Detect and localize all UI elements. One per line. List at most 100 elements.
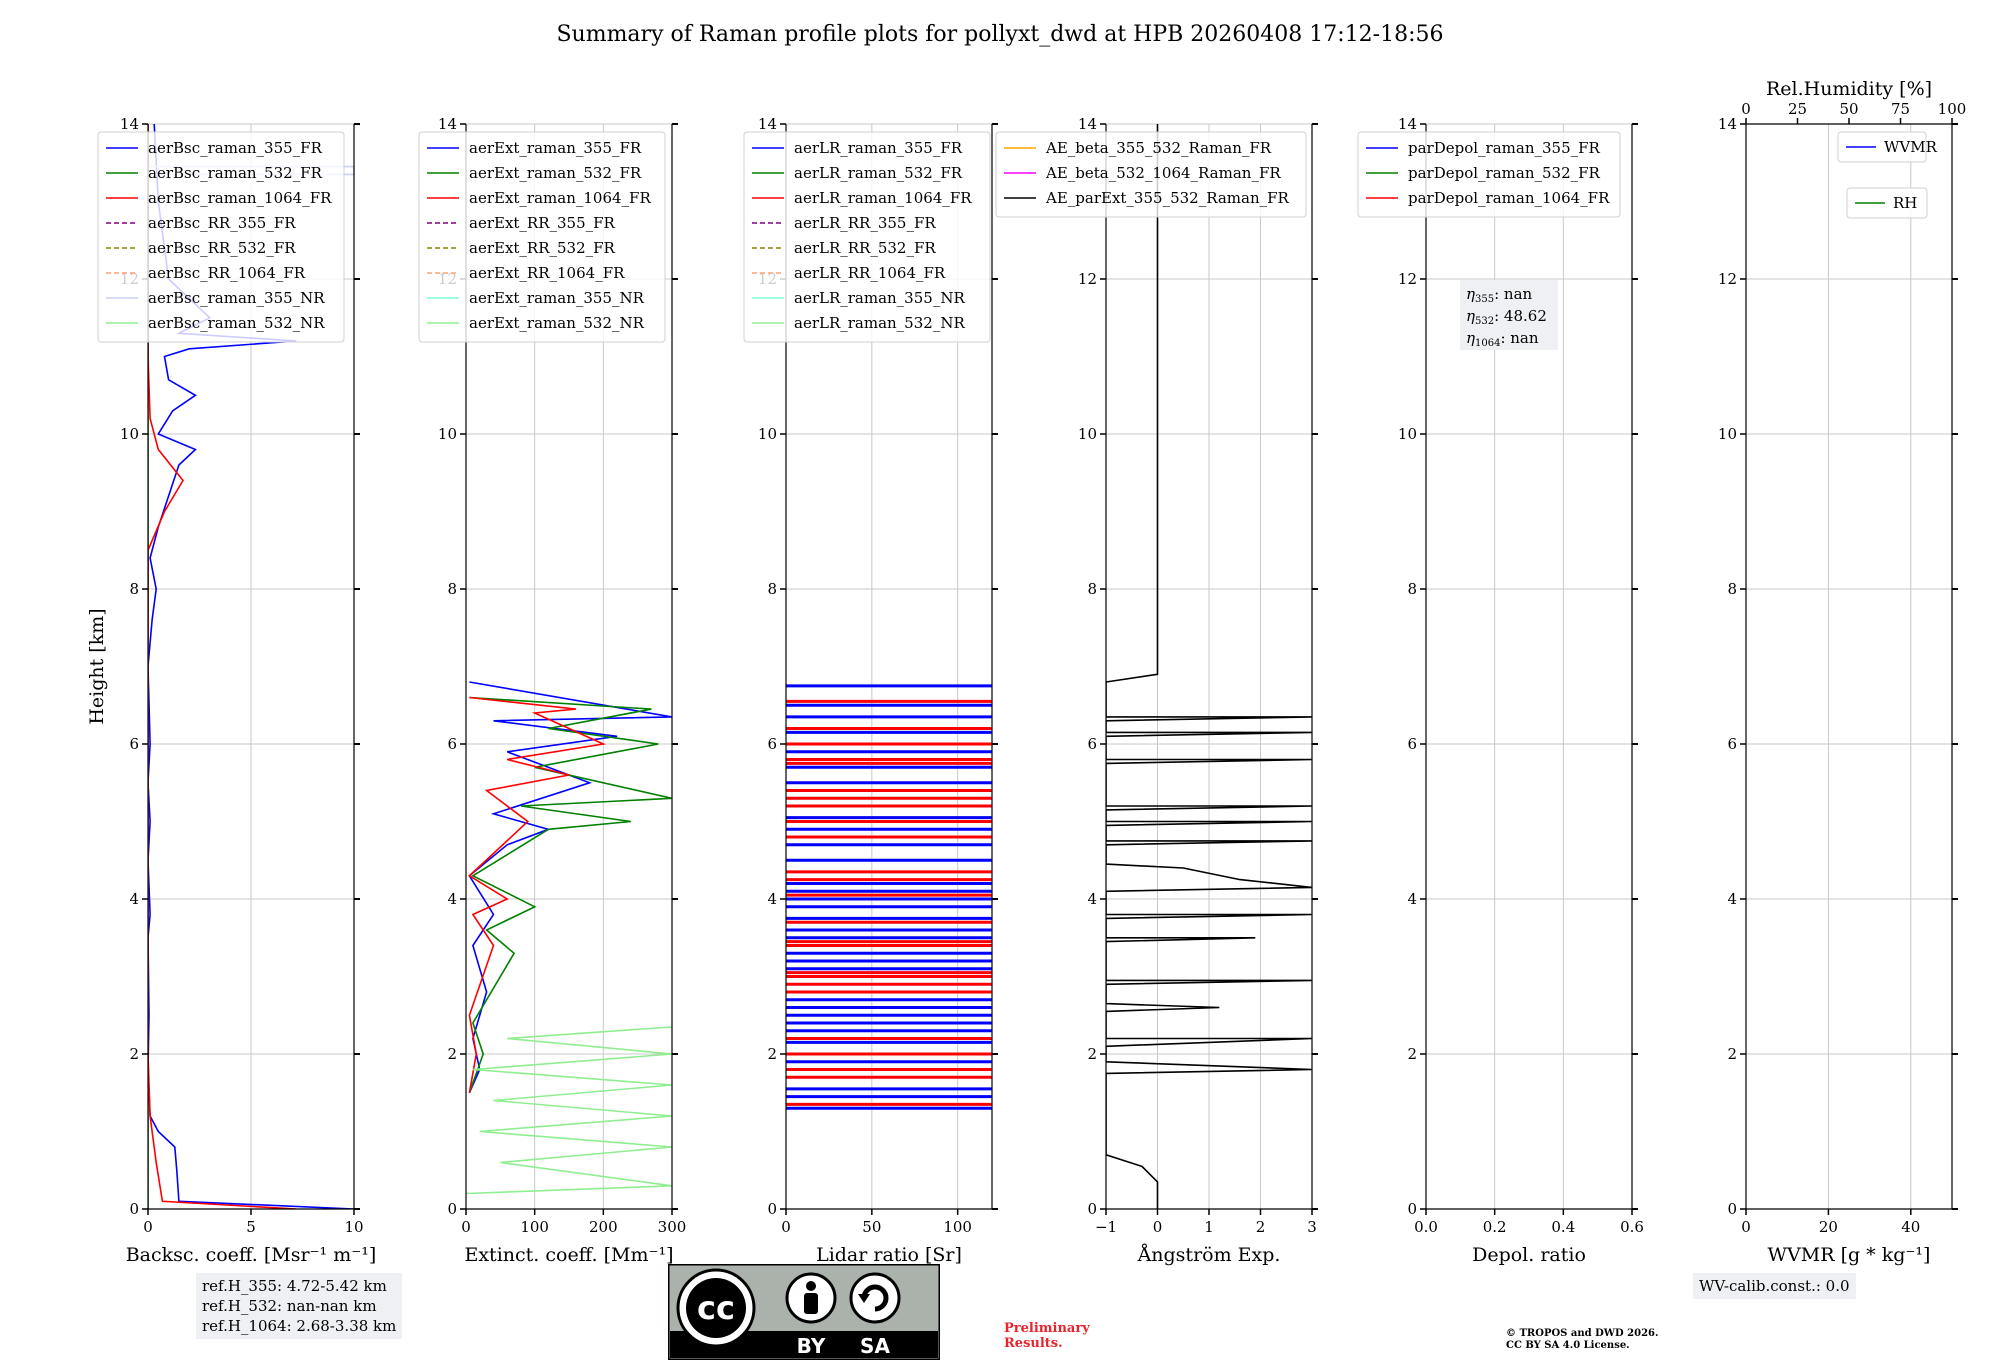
legend-box bbox=[1357, 131, 1621, 218]
legend-text: RH bbox=[1893, 194, 1917, 212]
y-tick-label: 2 bbox=[1727, 1045, 1737, 1063]
panel-extinction: 024681012140100200300Extinct. coeff. [Mm… bbox=[418, 115, 687, 1266]
y-tick-label: 0 bbox=[1087, 1200, 1097, 1218]
series-aerExt_raman_532_FR bbox=[468, 696, 672, 1094]
y-tick-label: 4 bbox=[1407, 890, 1417, 908]
series-AE_parExt_355_532_Raman_FR bbox=[1106, 124, 1312, 1209]
y-tick-label: 12 bbox=[1398, 270, 1417, 288]
legend-item: aerExt_RR_1064_FR bbox=[469, 264, 625, 282]
eta-value: η355: nan bbox=[1466, 285, 1533, 305]
y-tick-label: 10 bbox=[438, 425, 457, 443]
legend-box bbox=[743, 131, 991, 343]
x-tick-label: 0 bbox=[143, 1218, 153, 1236]
y-tick-label: 4 bbox=[1087, 890, 1097, 908]
x-axis-label: WVMR [g * kg⁻¹] bbox=[1768, 1244, 1931, 1266]
x-tick-label: 20 bbox=[1819, 1218, 1838, 1236]
legend-item: AE_beta_532_1064_Raman_FR bbox=[1045, 164, 1281, 182]
y-tick-label: 14 bbox=[758, 115, 777, 133]
legend-item: aerLR_RR_532_FR bbox=[794, 239, 936, 257]
legend-angstrom: AE_beta_355_532_Raman_FR AE_beta_532_1064… bbox=[995, 131, 1307, 218]
y-tick-label: 10 bbox=[120, 425, 139, 443]
legend-item: aerBsc_raman_355_FR bbox=[148, 139, 323, 157]
legend-item: AE_parExt_355_532_Raman_FR bbox=[1045, 189, 1290, 207]
y-tick-label: 10 bbox=[758, 425, 777, 443]
by-label: BY bbox=[797, 1334, 826, 1358]
figure-title: Summary of Raman profile plots for polly… bbox=[556, 22, 1444, 47]
y-tick-label: 14 bbox=[438, 115, 457, 133]
legend-item: aerExt_raman_355_NR bbox=[469, 289, 645, 307]
y-tick-label: 0 bbox=[129, 1200, 139, 1218]
legend-item: parDepol_raman_1064_FR bbox=[1408, 189, 1610, 207]
legend-item: aerExt_raman_532_NR bbox=[469, 314, 645, 332]
preliminary-line-2: Results. bbox=[1004, 1336, 1063, 1351]
x-tick-label: 0.0 bbox=[1414, 1218, 1438, 1236]
x-tick-label: 300 bbox=[658, 1218, 687, 1236]
copyright-note: © TROPOS and DWD 2026. CC BY SA 4.0 Lice… bbox=[1506, 1328, 1658, 1352]
preliminary-note: Preliminary Results. bbox=[1004, 1321, 1090, 1351]
legend-item: aerExt_raman_355_FR bbox=[469, 139, 642, 157]
x-axis-label: Extinct. coeff. [Mm⁻¹] bbox=[464, 1244, 673, 1266]
y-tick-label: 14 bbox=[120, 115, 139, 133]
legend-item: aerLR_raman_532_NR bbox=[794, 314, 965, 332]
y-tick-label: 4 bbox=[767, 890, 777, 908]
y-tick-label: 6 bbox=[447, 735, 457, 753]
data-extinction bbox=[466, 681, 672, 1195]
legend-item: aerBsc_RR_355_FR bbox=[148, 214, 296, 232]
wv-calib-const: WV-calib.const.: 0.0 bbox=[1699, 1277, 1850, 1295]
y-axis-label: Height [km] bbox=[86, 608, 108, 724]
x-axis-label: Lidar ratio [Sr] bbox=[816, 1244, 962, 1266]
y-tick-label: 0 bbox=[1727, 1200, 1737, 1218]
legend-item: aerBsc_raman_355_NR bbox=[148, 289, 325, 307]
y-tick-label: 10 bbox=[1398, 425, 1417, 443]
ref-height-1064: ref.H_1064: 2.68-3.38 km bbox=[202, 1317, 397, 1335]
y-tick-label: 10 bbox=[1078, 425, 1097, 443]
legend-text: WVMR bbox=[1884, 138, 1938, 156]
x-tick-label-top: 75 bbox=[1891, 100, 1910, 118]
x-axis-label-top: Rel.Humidity [%] bbox=[1766, 78, 1932, 100]
x-tick-label-top: 0 bbox=[1741, 100, 1751, 118]
preliminary-line-1: Preliminary bbox=[1004, 1321, 1090, 1336]
eta-value: η1064: nan bbox=[1466, 329, 1539, 349]
legend-item: aerExt_raman_1064_FR bbox=[469, 189, 651, 207]
x-tick-label: 10 bbox=[344, 1218, 363, 1236]
legend-box bbox=[418, 131, 666, 343]
sa-icon bbox=[849, 1272, 901, 1324]
legend-item: aerBsc_RR_532_FR bbox=[148, 239, 296, 257]
legend-item: aerLR_raman_355_NR bbox=[794, 289, 965, 307]
legend-item: aerExt_RR_355_FR bbox=[469, 214, 616, 232]
y-tick-label: 14 bbox=[1078, 115, 1097, 133]
y-tick-label: 12 bbox=[1718, 270, 1737, 288]
x-tick-label: 200 bbox=[589, 1218, 618, 1236]
y-tick-label: 8 bbox=[447, 580, 457, 598]
cc-letters: cc bbox=[697, 1289, 735, 1327]
x-axis-label: Ångström Exp. bbox=[1137, 1244, 1281, 1266]
y-tick-label: 4 bbox=[129, 890, 139, 908]
y-tick-label: 4 bbox=[447, 890, 457, 908]
y-tick-label: 12 bbox=[1078, 270, 1097, 288]
y-tick-label: 10 bbox=[1718, 425, 1737, 443]
panel-lidar_ratio: 02468101214050100Lidar ratio [Sr]aerLR_r… bbox=[743, 115, 998, 1266]
reference-heights-box: ref.H_355: 4.72-5.42 km ref.H_532: nan-n… bbox=[196, 1273, 403, 1339]
x-tick-label: 50 bbox=[862, 1218, 881, 1236]
legend-item: aerBsc_RR_1064_FR bbox=[148, 264, 306, 282]
legend-item: aerBsc_raman_532_FR bbox=[148, 164, 323, 182]
x-tick-label: 0.2 bbox=[1483, 1218, 1507, 1236]
ref-height-532: ref.H_532: nan-nan km bbox=[202, 1297, 377, 1315]
legend-item: parDepol_raman_355_FR bbox=[1408, 139, 1601, 157]
x-tick-label: 40 bbox=[1901, 1218, 1920, 1236]
y-tick-label: 14 bbox=[1718, 115, 1737, 133]
y-tick-label: 6 bbox=[1087, 735, 1097, 753]
legend-item: aerExt_RR_532_FR bbox=[469, 239, 616, 257]
x-tick-label: 5 bbox=[246, 1218, 256, 1236]
y-tick-label: 8 bbox=[767, 580, 777, 598]
x-tick-label: 0.6 bbox=[1620, 1218, 1644, 1236]
x-tick-label: 0 bbox=[781, 1218, 791, 1236]
legend-wvmr: WVMR bbox=[1837, 131, 1938, 163]
legend-rh: RH bbox=[1846, 187, 1928, 219]
y-tick-label: 6 bbox=[1727, 735, 1737, 753]
ref-height-355: ref.H_355: 4.72-5.42 km bbox=[202, 1277, 387, 1295]
x-tick-label: 0 bbox=[461, 1218, 471, 1236]
legend-item: aerLR_raman_1064_FR bbox=[794, 189, 972, 207]
